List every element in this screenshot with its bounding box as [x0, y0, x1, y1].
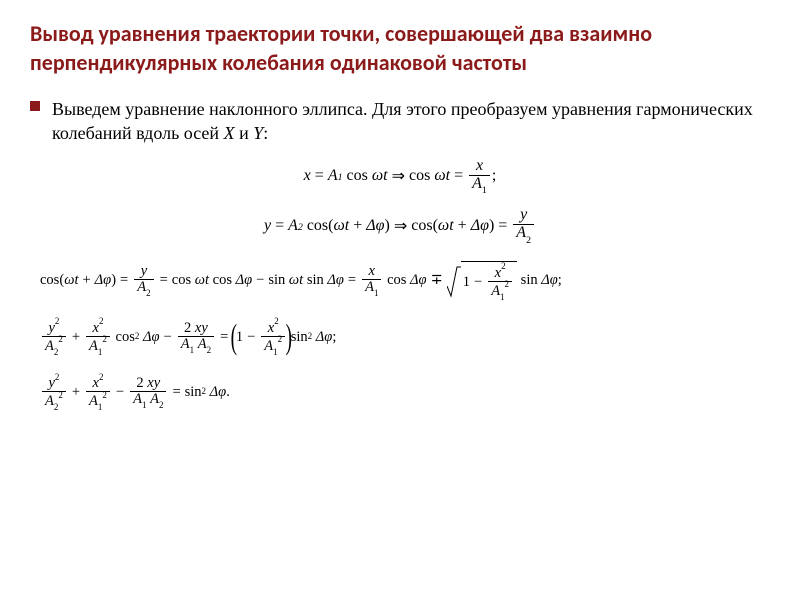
equation-1: x = A1 cos ωt ⇒ cos ωt = x A1 ;	[30, 158, 770, 195]
body-paragraph: Выведем уравнение наклонного эллипса. Дл…	[52, 97, 770, 146]
body-pre: Выведем уравнение наклонного эллипса. Дл…	[52, 99, 753, 143]
body-and: и	[235, 123, 254, 143]
bullet-icon	[30, 101, 40, 111]
slide-title: Вывод уравнения траектории точки, соверш…	[30, 20, 770, 77]
axis-x: X	[224, 123, 235, 143]
equation-5: y2 A22 + x2 A12 − 2 xy A1 A2 = sin2 Δφ .	[40, 374, 770, 411]
equation-4: y2 A22 + x2 A12 cos2 Δφ − 2 xy A1 A2 = (…	[40, 319, 770, 356]
equation-3: cos(ωt + Δφ) = y A2 = cos ωt cos Δφ − si…	[40, 261, 770, 301]
body-post: :	[263, 123, 268, 143]
equation-2: y = A2 cos(ωt + Δφ) ⇒ cos(ωt + Δφ) = y A…	[30, 207, 770, 244]
axis-y: Y	[253, 123, 263, 143]
